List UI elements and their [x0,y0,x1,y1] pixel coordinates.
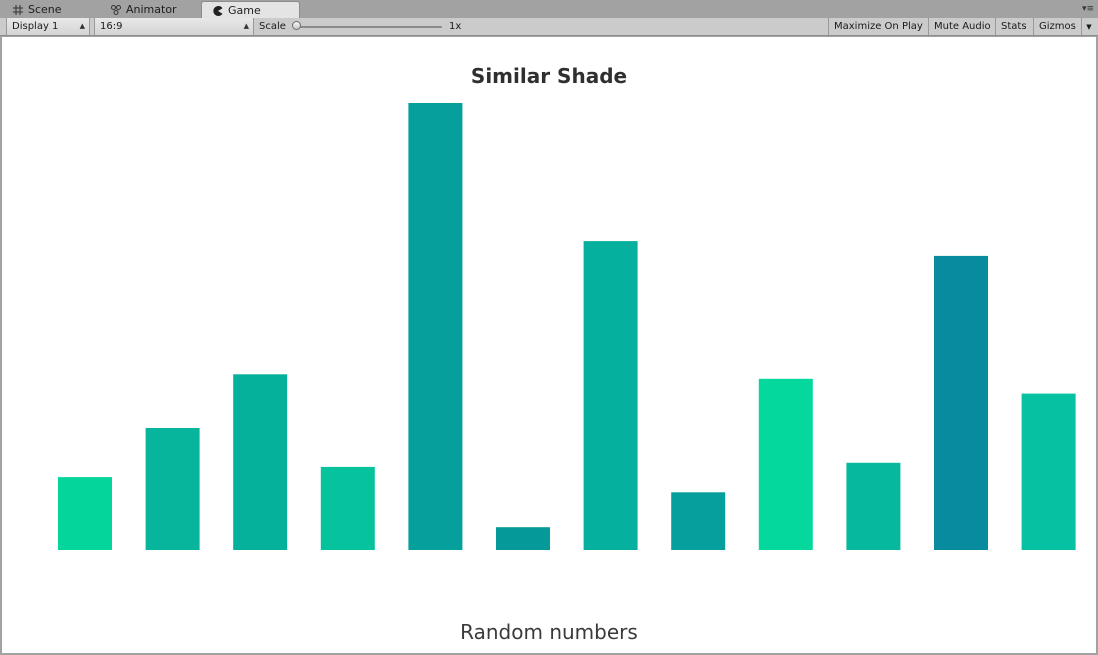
bar-4 [320,466,375,550]
scale-slider-track[interactable] [296,26,442,28]
aspect-value: 16:9 [100,21,123,32]
updown-arrow-icon: ▲ [243,22,249,30]
game-view[interactable]: Similar Shade Random numbers [2,37,1096,653]
bar-5 [408,103,463,550]
bar-1 [58,477,112,550]
tab-menu-icon[interactable]: ▾≡ [1082,4,1095,14]
maximize-on-play-button[interactable]: Maximize On Play [828,18,928,35]
bar-8 [671,492,726,550]
game-toolbar: Display 1 ▲ 16:9 ▲ Scale 1x Maximize On … [0,18,1098,36]
display-dropdown[interactable]: Display 1 ▲ [6,18,90,35]
bar-7 [583,241,638,550]
bar-6 [496,527,550,550]
aspect-dropdown[interactable]: 16:9 ▲ [94,18,254,35]
scale-value: 1x [449,21,462,32]
animator-icon [111,5,121,15]
tab-strip: Scene Animator Game ▾≡ [0,0,1098,19]
chart-title: Similar Shade [471,64,627,88]
display-value: Display 1 [12,21,59,32]
scale-label: Scale [259,21,286,32]
gizmos-button[interactable]: Gizmos [1033,18,1081,35]
bar-11 [934,255,988,550]
bar-chart: Similar Shade Random numbers [58,64,1076,644]
bar-3 [233,374,288,550]
tab-game[interactable]: Game [201,1,300,19]
bar-12 [1021,393,1076,550]
x-axis-label: Random numbers [460,620,638,644]
chevron-down-icon: ▼ [1086,23,1092,31]
grid-icon [13,5,23,15]
pacman-icon [213,5,223,16]
bars-group [58,103,1076,550]
tab-scene-label: Scene [28,3,62,16]
gizmos-dropdown[interactable]: ▼ [1081,18,1096,35]
bar-2 [145,428,200,550]
scale-slider-thumb[interactable] [292,21,301,30]
updown-arrow-icon: ▲ [79,22,85,30]
tab-animator-label: Animator [126,3,177,16]
bar-9 [758,378,813,550]
tab-game-label: Game [228,3,261,17]
mute-audio-button[interactable]: Mute Audio [928,18,995,35]
tab-animator[interactable]: Animator [100,2,200,18]
stats-button[interactable]: Stats [995,18,1033,35]
tab-scene[interactable]: Scene [2,2,100,18]
bar-10 [846,462,901,550]
